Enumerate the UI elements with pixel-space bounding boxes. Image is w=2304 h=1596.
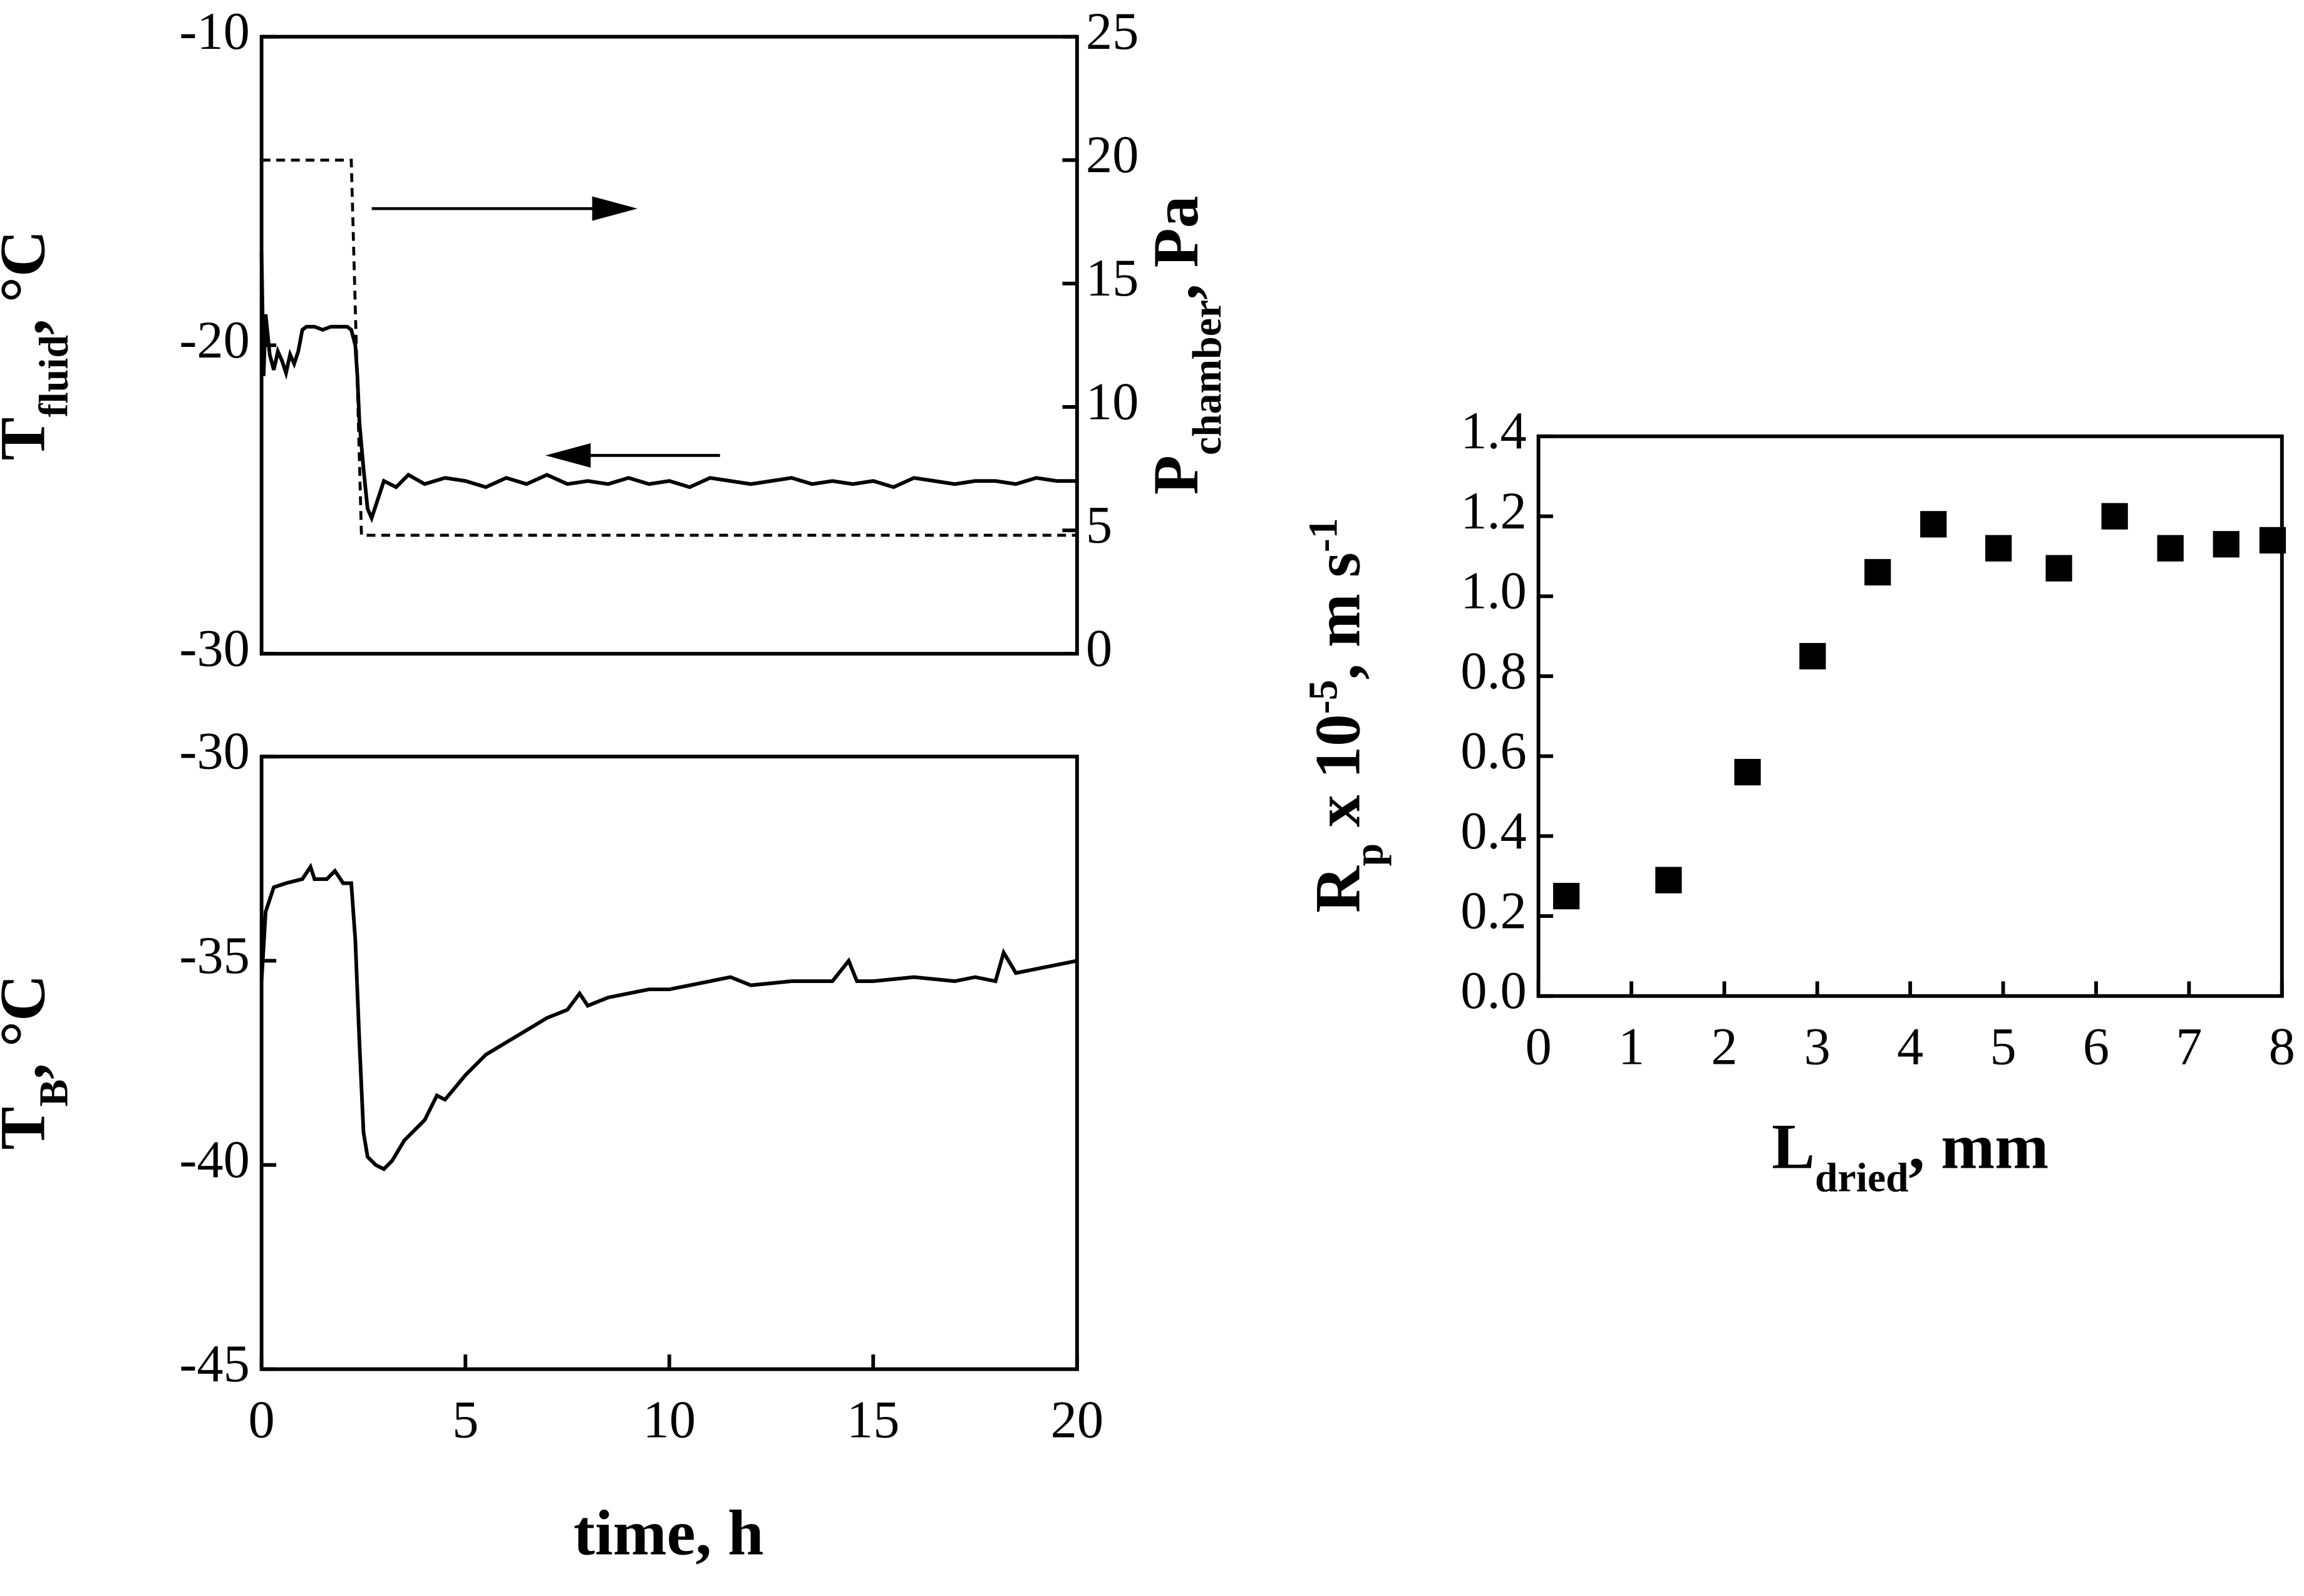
arrows: [371, 196, 720, 468]
y-tick-label: -45: [179, 1335, 250, 1393]
x-tick-label: 0: [1525, 1017, 1551, 1076]
y2-tick-label: 15: [1086, 249, 1139, 307]
axis-label-part: p: [1346, 843, 1392, 867]
data-point: [1734, 759, 1761, 786]
axis-label-part: dried: [1815, 1155, 1909, 1200]
axis-label-part: , mm: [1909, 1111, 2049, 1182]
data-point: [2101, 503, 2128, 530]
data-point: [1985, 535, 2012, 562]
plot-frame: [259, 754, 1079, 1371]
y-tick-label: -30: [179, 619, 250, 677]
y-tick-label: 1.2: [1460, 482, 1527, 540]
y-tick-label: 0.8: [1460, 642, 1527, 700]
data-line: [259, 252, 1077, 523]
y2-tick-label: 20: [1086, 126, 1139, 184]
axis-label-part: T: [0, 1107, 58, 1150]
y-tick-label: -20: [179, 311, 250, 369]
plot-frame: [259, 34, 1079, 656]
arrow-head: [592, 196, 638, 221]
y2-tick-label: 5: [1086, 496, 1112, 554]
axis-label-part: -1: [1300, 518, 1346, 552]
data-line: [259, 862, 1078, 1171]
y-tick-label: -35: [179, 927, 250, 985]
x-tick-label: 10: [643, 1391, 696, 1449]
axis-label-part: chamber: [1184, 300, 1230, 455]
data-point: [1799, 642, 1826, 670]
axis-label-part: T: [0, 417, 58, 460]
x-tick-label: 5: [452, 1391, 478, 1449]
data-point: [2259, 527, 2286, 553]
axis-label-part: , m s: [1302, 552, 1373, 680]
y-tick-label: 1.0: [1460, 562, 1527, 620]
y-tick-label: -30: [179, 723, 250, 781]
axis-label-part: fluid: [31, 335, 76, 417]
data-point: [1552, 883, 1580, 910]
x-tick-label: 0: [249, 1391, 275, 1449]
axis-label-part: , °C: [0, 230, 58, 335]
x-tick-label: 20: [1051, 1391, 1103, 1449]
x-tick-label: 8: [2269, 1017, 2295, 1076]
data-point: [2213, 531, 2239, 558]
axis-label-part: R: [1302, 865, 1373, 913]
y2-tick-label: 10: [1086, 373, 1139, 431]
axis-label: Ldried, mm: [1772, 1111, 2048, 1200]
data-point: [1920, 511, 1947, 538]
x-tick-label: 4: [1897, 1017, 1923, 1076]
x-tick-label: 5: [1990, 1017, 2016, 1076]
axis-label-part: B: [31, 1079, 76, 1107]
axis-label: time, h: [574, 1497, 764, 1568]
y-tick-label: 0.0: [1460, 962, 1527, 1020]
data-line: [261, 158, 1077, 537]
x-tick-label: 7: [2176, 1017, 2202, 1076]
axis-label-part: , Pa: [1140, 196, 1212, 300]
axis-label-part: -5: [1300, 680, 1346, 714]
data-point: [2045, 555, 2072, 582]
axis-label-part: time, h: [574, 1497, 764, 1568]
y-tick-label: -10: [179, 3, 250, 61]
axis-label: TB, °C: [0, 974, 76, 1150]
plot-frame: [1536, 434, 2284, 998]
x-tick-label: 1: [1618, 1017, 1645, 1076]
y-tick-label: -40: [179, 1131, 250, 1189]
axis-label-part: , °C: [0, 974, 58, 1079]
axis-label: Tfluid, °C: [0, 230, 76, 461]
axis-label-part: x 10: [1302, 714, 1373, 843]
axis-label: Rp x 10-5, m s-1: [1300, 518, 1392, 913]
data-point: [1864, 559, 1891, 586]
axis-label-part: P: [1140, 455, 1212, 495]
y2-tick-label: 0: [1086, 619, 1112, 677]
data-point: [2157, 535, 2184, 562]
arrow-head: [545, 443, 591, 468]
data-point: [1655, 867, 1682, 893]
y-tick-label: 1.4: [1460, 402, 1527, 460]
y-tick-label: 0.2: [1460, 882, 1527, 940]
axis-label-part: L: [1772, 1111, 1815, 1182]
x-tick-label: 2: [1711, 1017, 1737, 1076]
y2-tick-label: 25: [1086, 3, 1139, 61]
x-tick-label: 6: [2083, 1017, 2109, 1076]
axis-label: Pchamber, Pa: [1140, 196, 1229, 495]
y-tick-label: 0.6: [1460, 722, 1527, 780]
y-tick-label: 0.4: [1460, 802, 1527, 860]
x-tick-label: 3: [1804, 1017, 1831, 1076]
x-tick-label: 15: [847, 1391, 899, 1449]
